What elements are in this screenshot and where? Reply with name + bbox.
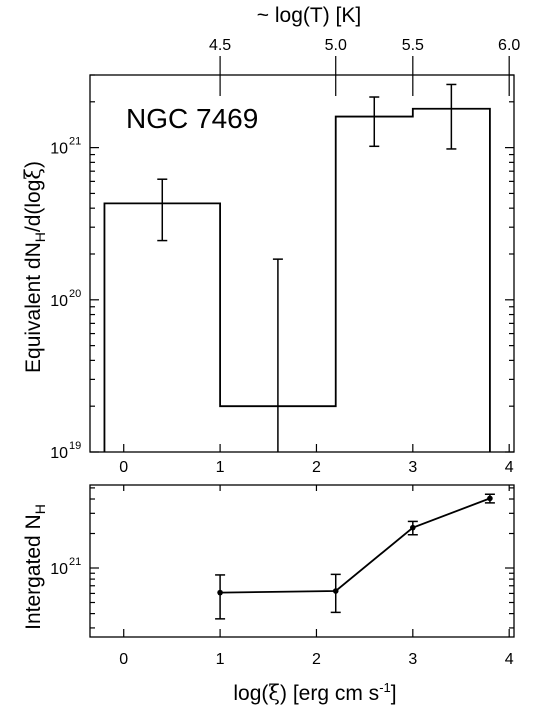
top-temperature-tick-label: 5.5 xyxy=(402,37,424,54)
top-x-tick-label: 3 xyxy=(408,459,417,476)
bottom-x-tick-label: 4 xyxy=(505,651,514,668)
histogram-steps xyxy=(103,107,491,452)
bottom-y-axis-title: Intergated NH xyxy=(22,504,48,630)
top-y-tick-label: 10 xyxy=(50,141,68,158)
top-panel-data xyxy=(103,83,491,452)
galaxy-annotation: NGC 7469 xyxy=(126,103,258,134)
cumulative-point xyxy=(332,588,339,594)
bottom-x-tick-label: 1 xyxy=(216,651,225,668)
top-temperature-tick-label: 5.0 xyxy=(325,37,347,54)
top-temperature-tick-label: 6.0 xyxy=(498,37,520,54)
bottom-y-tick-label: 10 xyxy=(50,561,68,578)
top-y-axis-title: Equivalent dNH/d(logξ) xyxy=(21,161,48,373)
top-y-tick-label: 10 xyxy=(50,293,68,310)
top-panel-frame xyxy=(89,74,515,453)
top-y-tick-exponent: 21 xyxy=(69,136,81,148)
top-y-tick-label: 10 xyxy=(50,445,68,462)
top-x-tick-label: 1 xyxy=(216,459,225,476)
bottom-x-tick-label: 3 xyxy=(408,651,417,668)
bottom-panel-frame xyxy=(89,484,515,638)
cumulative-point xyxy=(217,589,223,596)
top-y-tick-exponent: 20 xyxy=(69,288,81,300)
top-y-tick-exponent: 19 xyxy=(69,440,81,452)
cumulative-point xyxy=(410,524,416,531)
top-temperature-tick-label: 4.5 xyxy=(209,37,231,54)
top-x-tick-label: 4 xyxy=(505,459,514,476)
bottom-x-tick-label: 0 xyxy=(119,651,128,668)
bottom-y-tick-exponent: 21 xyxy=(69,556,81,568)
bottom-panel-data xyxy=(215,493,495,620)
cumulative-point xyxy=(487,495,493,502)
bottom-panel-ticks: 0 1 2 3 4 10 21 xyxy=(50,485,514,668)
cumulative-line xyxy=(220,497,491,594)
top-axis-title: ~ log(T) [K] xyxy=(257,4,361,27)
bottom-x-axis-title: log(ξ) [erg cm s-1] xyxy=(233,680,396,705)
bottom-x-tick-label: 2 xyxy=(312,651,321,668)
top-x-tick-label: 2 xyxy=(312,459,321,476)
top-x-tick-label: 0 xyxy=(119,459,128,476)
